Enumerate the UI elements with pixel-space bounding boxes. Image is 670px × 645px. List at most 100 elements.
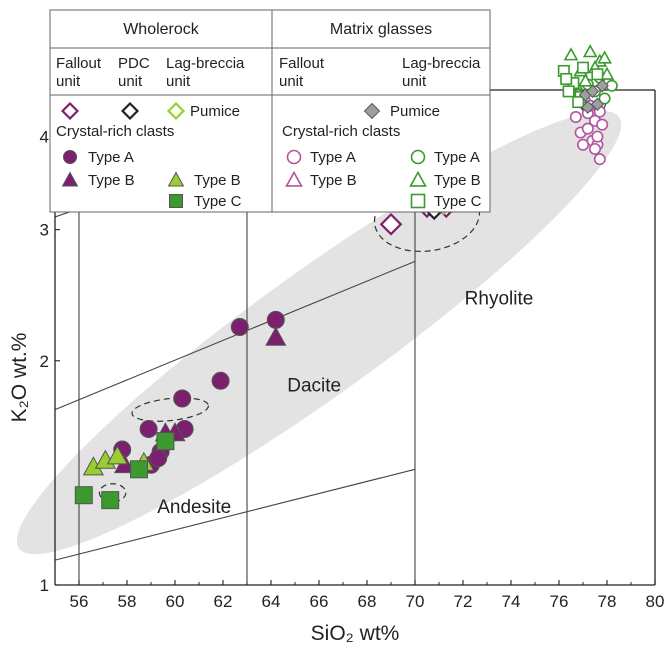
x-tick-label: 74 — [502, 592, 521, 611]
y-tick-label: 4 — [40, 128, 49, 147]
point-glass-lag-breccia-type-c — [591, 68, 604, 81]
legend-wr-type-a-marker — [63, 150, 77, 164]
legend-mg-type-a-lag-marker — [410, 149, 426, 165]
point-glass-fallout-type-a — [593, 153, 606, 166]
x-tick-label: 70 — [406, 592, 425, 611]
x-tick-label: 64 — [262, 592, 281, 611]
x-tick-label: 56 — [70, 592, 89, 611]
legend-mg-unit-fallout-line1: Fallout — [279, 55, 325, 72]
point-glass-fallout-type-a — [569, 110, 582, 123]
point-lag-breccia-type-b — [106, 445, 129, 465]
legend-wr-type-a-label: Type A — [88, 149, 134, 166]
point-fallout-type-a — [149, 449, 168, 468]
legend-wr-type-c-label: Type C — [194, 193, 242, 210]
point-glass-pumice — [590, 97, 605, 111]
point-glass-pumice — [585, 84, 600, 99]
legend-mg-type-a-fallout-marker — [286, 149, 302, 165]
point-glass-fallout-type-a — [588, 142, 601, 155]
legend-mg-unit-lag-line1: Lag-breccia — [402, 55, 481, 72]
legend-mg-type-a-lag-label: Type A — [434, 149, 480, 166]
x-tick-label: 80 — [646, 592, 665, 611]
point-fallout-type-a — [211, 371, 230, 390]
legend-mg-pumice-marker — [363, 102, 381, 120]
legend-mg-clasts-title: Crystal-rich clasts — [282, 123, 400, 140]
legend-wr-unit-lag-line1: Lag-breccia — [166, 55, 245, 72]
dashed-outline-clasts — [98, 483, 127, 503]
x-tick-label: 62 — [214, 592, 233, 611]
legend-mg-type-b-lag-marker — [409, 170, 427, 187]
point-glass-pumice — [581, 100, 595, 114]
legend-mg-type-c-lag-label: Type C — [434, 193, 482, 210]
legend-mg-unit-lag-line2: unit — [402, 73, 427, 90]
x-axis-title: SiO₂ wt% — [311, 622, 400, 645]
region-label-andesite: Andesite — [157, 497, 231, 518]
point-glass-fallout-type-a — [591, 130, 604, 143]
region-label-dacite: Dacite — [287, 375, 341, 396]
legend-wr-unit-lag-line2: unit — [166, 73, 191, 90]
legend-wholerock-title: Wholerock — [123, 21, 200, 38]
y-axis-title: K₂O wt.% — [8, 333, 31, 423]
legend-wr-clasts-title: Crystal-rich clasts — [56, 123, 174, 140]
legend-mg-unit-fallout-line2: unit — [279, 73, 304, 90]
legend-mg-pumice-label: Pumice — [390, 103, 440, 120]
point-lag-breccia-type-c — [156, 432, 175, 451]
point-fallout-type-a — [139, 419, 158, 438]
x-tick-label: 60 — [166, 592, 185, 611]
legend-wr-pumice-label: Pumice — [190, 103, 240, 120]
x-tick-label: 78 — [598, 592, 617, 611]
point-glass-lag-breccia-type-b — [563, 47, 579, 61]
legend-wr-type-b-lag-label: Type B — [194, 172, 241, 189]
legend-wr-type-b-fallout-marker — [61, 171, 79, 187]
point-glass-fallout-type-a — [596, 118, 609, 131]
x-tick-label: 58 — [118, 592, 137, 611]
point-glass-lag-breccia-type-b — [599, 66, 615, 80]
point-glass-lag-breccia-type-b — [578, 73, 593, 87]
legend-wr-type-b-lag-marker — [167, 171, 185, 187]
x-tick-label: 66 — [310, 592, 329, 611]
x-tick-label: 72 — [454, 592, 473, 611]
legend-wr-unit-fallout-line2: unit — [56, 73, 81, 90]
legend-wr-unit-pdc-line1: PDC — [118, 55, 150, 72]
point-fallout-type-a — [266, 310, 285, 329]
legend: Wholerock Matrix glassesFalloutunitPDCuni… — [49, 9, 491, 213]
axes: 56 58 60 62 64 66 68 70 72 74 76 78 80 1 2 3 4 SiO₂ wt% K₂… — [8, 89, 665, 645]
x-tick-label: 76 — [550, 592, 569, 611]
point-glass-lag-breccia-type-c — [572, 96, 585, 109]
point-glass-lag-breccia-type-c — [560, 72, 573, 85]
legend-wr-unit-fallout-line1: Fallout — [56, 55, 102, 72]
point-glass-pumice — [595, 79, 609, 93]
legend-mg-type-a-fallout-label: Type A — [310, 149, 356, 166]
point-lag-breccia-type-c — [74, 486, 93, 505]
region-labels: Andesite Dacite Rhyolite — [157, 289, 533, 518]
region-label-rhyolite: Rhyolite — [465, 289, 534, 310]
legend-wr-pumice-lag — [166, 101, 186, 121]
dashed-outline-mafic — [131, 397, 210, 422]
point-fallout-pumice — [379, 212, 403, 236]
point-glass-lag-breccia-type-c — [576, 61, 589, 74]
legend-mg-type-b-fallout-marker — [285, 170, 303, 187]
point-lag-breccia-type-c — [101, 491, 120, 510]
legend-mg-type-c-lag-marker — [410, 193, 426, 209]
point-glass-lag-breccia-type-b — [582, 44, 598, 58]
y-tick-label: 2 — [40, 352, 49, 371]
legend-wr-unit-pdc-line2: unit — [118, 73, 143, 90]
legend-wr-type-c-marker — [169, 194, 183, 208]
point-glass-fallout-type-a — [581, 122, 594, 135]
x-tick-label: 68 — [358, 592, 377, 611]
legend-mg-type-b-fallout-label: Type B — [310, 172, 357, 189]
legend-wr-pumice-pdc — [120, 101, 140, 121]
point-glass-lag-breccia-type-b — [597, 50, 612, 64]
y-tick-label: 3 — [40, 221, 49, 240]
point-fallout-type-a — [230, 318, 249, 337]
point-glass-fallout-type-a — [576, 138, 589, 151]
legend-wr-pumice-fallout — [60, 101, 80, 121]
point-fallout-type-a — [173, 389, 192, 408]
legend-matrix-title: Matrix glasses — [330, 21, 432, 38]
point-glass-lag-breccia-type-a — [598, 92, 611, 105]
point-fallout-type-b — [265, 326, 287, 346]
legend-mg-type-b-lag-label: Type B — [434, 172, 481, 189]
boundary-low-k — [54, 468, 416, 561]
legend-wr-type-b-fallout-label: Type B — [88, 172, 135, 189]
point-glass-lag-breccia-type-c — [562, 85, 575, 98]
